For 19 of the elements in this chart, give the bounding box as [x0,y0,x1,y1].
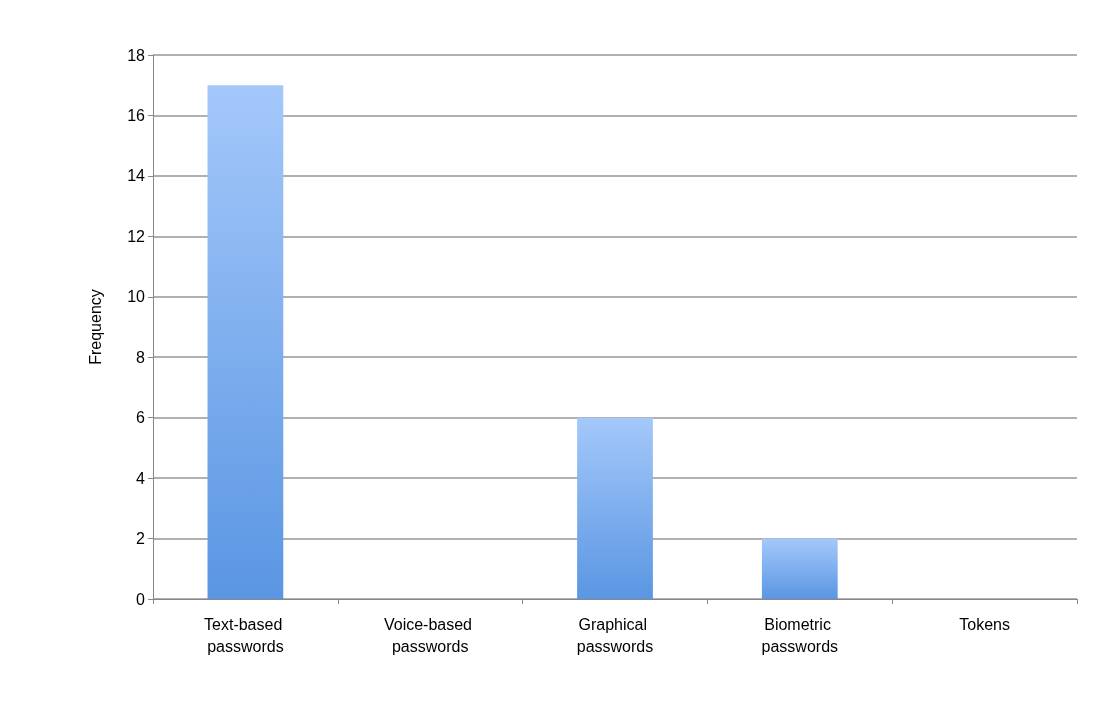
y-tick-label: 12 [127,227,146,245]
x-tick-label: Voice-based passwords [383,615,477,655]
x-tick-label: Text-based passwords [204,615,287,655]
y-axis-title: Frequency [86,289,104,365]
bar [207,85,284,599]
y-tick-label: 16 [127,106,146,124]
bar [761,538,838,599]
y-tick-label: 8 [136,348,146,366]
y-tick-label: 18 [127,46,146,64]
x-tick-label: Graphical passwords [576,615,654,655]
y-tick-label: 0 [136,590,146,608]
x-tick-label: Biometric passwords [761,615,839,655]
y-tick-label: 10 [127,288,146,306]
y-tick-label: 6 [136,409,146,427]
bar [577,417,653,599]
y-tick-label: 2 [136,530,146,548]
y-tick-label: 4 [136,469,146,487]
y-tick-label: 14 [127,167,146,185]
x-tick-label: Tokens [959,615,1010,633]
